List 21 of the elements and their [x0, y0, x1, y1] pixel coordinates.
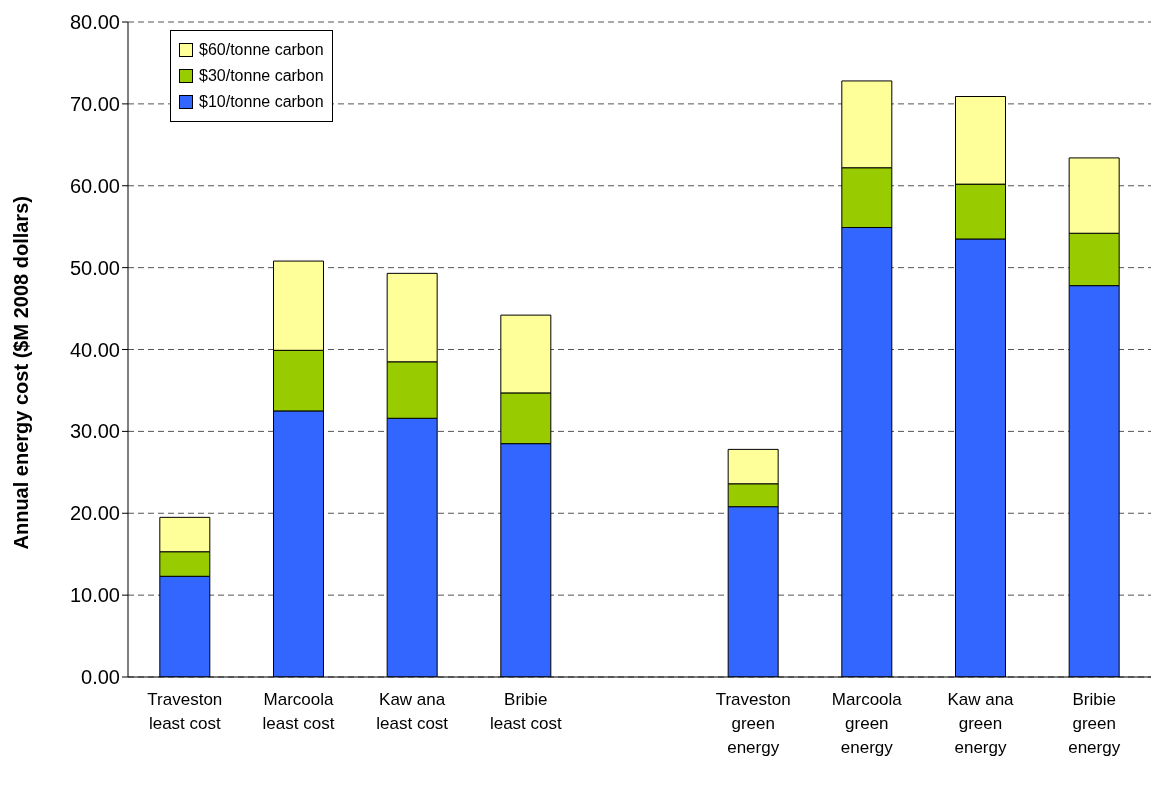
y-axis-title: Annual energy cost ($M 2008 dollars) [10, 196, 33, 550]
y-tick-label: 30.00 [69, 420, 120, 443]
legend-label: $30/tonne carbon [199, 67, 324, 85]
y-tick-label: 20.00 [69, 502, 120, 525]
x-tick-label: Bribie green energy [1068, 690, 1121, 757]
x-tick-label: Kaw ana green energy [947, 690, 1015, 757]
legend-label: $60/tonne carbon [199, 41, 324, 59]
y-tick-label: 80.00 [69, 11, 120, 34]
y-tick-label: 10.00 [69, 584, 120, 607]
y-tick-label: 50.00 [69, 256, 120, 279]
y-tick-label: 70.00 [69, 92, 120, 115]
y-tick-label: 60.00 [69, 174, 120, 197]
y-tick-label: 40.00 [69, 338, 120, 361]
x-tick-label: Marcoola green energy [831, 690, 903, 757]
x-tick-label: Traveston least cost [147, 690, 223, 733]
legend-label: $10/tonne carbon [199, 93, 324, 111]
x-tick-label: Traveston green energy [715, 690, 791, 757]
x-tick-label: Kaw ana least cost [376, 690, 449, 733]
y-tick-label: 0.00 [81, 666, 120, 689]
x-tick-label: Marcoola least cost [262, 690, 335, 733]
x-tick-label: Bribie least cost [489, 690, 563, 733]
